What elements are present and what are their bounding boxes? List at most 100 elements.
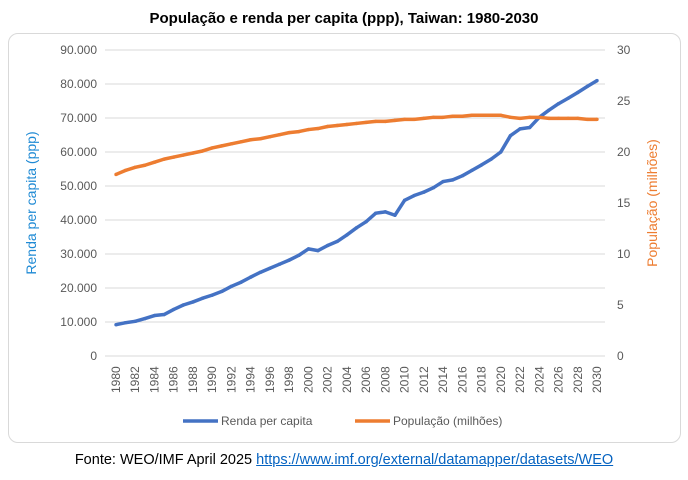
- chart-title: População e renda per capita (ppp), Taiw…: [149, 10, 539, 27]
- data-point: [239, 140, 243, 144]
- x-tick: 2028: [571, 366, 585, 393]
- data-point: [576, 116, 580, 121]
- x-tick: 2018: [475, 366, 489, 393]
- y-tick-left: 0: [90, 349, 97, 363]
- y-tick-left: 80.000: [60, 77, 97, 91]
- x-tick: 1982: [128, 366, 142, 393]
- data-point: [470, 168, 474, 173]
- x-tick: 1990: [205, 366, 219, 393]
- data-point: [374, 119, 378, 124]
- data-point: [441, 179, 445, 184]
- y-tick-right: 0: [617, 349, 624, 363]
- x-tick: 2008: [378, 366, 392, 393]
- data-point: [316, 248, 320, 253]
- data-point: [123, 320, 128, 325]
- y-tick-right: 10: [617, 247, 631, 261]
- data-point: [220, 144, 224, 148]
- source-note: Fonte: WEO/IMF April 2025 https://www.im…: [0, 452, 688, 468]
- x-tick: 2002: [321, 366, 335, 393]
- y-tick-left: 10.000: [60, 315, 97, 329]
- data-point: [200, 296, 205, 300]
- data-point: [345, 122, 349, 127]
- data-point: [499, 150, 503, 154]
- x-tick: 2012: [417, 366, 431, 393]
- x-tick: 2016: [455, 366, 469, 393]
- x-tick: 2030: [590, 366, 604, 393]
- data-point: [508, 115, 513, 120]
- data-point: [364, 220, 368, 224]
- legend-label: População (milhões): [393, 414, 502, 428]
- data-point: [345, 233, 349, 237]
- legend-label: Renda per capita: [221, 414, 313, 428]
- data-point: [114, 172, 118, 177]
- data-point: [210, 293, 214, 297]
- data-point: [364, 120, 368, 125]
- data-point: [325, 243, 330, 248]
- data-point: [527, 115, 532, 120]
- data-point: [595, 117, 599, 122]
- data-point: [556, 102, 561, 106]
- data-point: [547, 108, 551, 112]
- data-point: [556, 116, 561, 121]
- data-point: [354, 121, 359, 126]
- data-point: [499, 113, 503, 117]
- y-tick-left: 60.000: [60, 145, 97, 159]
- data-point: [470, 113, 474, 117]
- source-link[interactable]: https://www.imf.org/external/datamapper/…: [256, 452, 614, 468]
- data-point: [479, 163, 484, 167]
- data-point: [191, 300, 195, 304]
- data-point: [306, 127, 311, 132]
- data-point: [277, 132, 282, 137]
- data-point: [229, 142, 234, 146]
- x-tick: 2026: [552, 366, 566, 393]
- data-point: [287, 258, 291, 262]
- x-tick: 1986: [167, 366, 181, 393]
- y-tick-left: 20.000: [60, 281, 97, 295]
- x-tick: 2024: [532, 366, 546, 393]
- y-tick-right: 25: [617, 94, 631, 108]
- x-tick: 2010: [398, 366, 412, 393]
- x-tick: 1992: [224, 366, 238, 393]
- data-point: [547, 116, 551, 121]
- data-point: [508, 133, 513, 138]
- data-point: [393, 118, 397, 123]
- x-tick: 1994: [244, 366, 258, 393]
- x-tick: 2014: [436, 366, 450, 393]
- data-point: [412, 117, 416, 122]
- y-tick-left: 90.000: [60, 43, 97, 57]
- y-tick-right: 20: [617, 145, 631, 159]
- x-tick: 1998: [282, 366, 296, 393]
- x-tick: 2000: [301, 366, 315, 393]
- data-point: [422, 116, 426, 121]
- data-point: [383, 119, 388, 124]
- x-tick: 1980: [109, 366, 123, 393]
- data-point: [258, 137, 262, 141]
- data-point: [518, 116, 522, 121]
- data-point: [354, 226, 359, 230]
- data-point: [143, 163, 147, 167]
- y-tick-right: 30: [617, 43, 631, 57]
- data-point: [335, 123, 339, 128]
- data-point: [460, 174, 465, 178]
- y-axis-label-right: População (milhões): [644, 139, 660, 267]
- data-point: [268, 135, 272, 139]
- data-point: [585, 117, 590, 122]
- x-tick: 2022: [513, 366, 527, 393]
- data-point: [297, 129, 301, 134]
- data-point: [585, 84, 590, 89]
- data-point: [451, 178, 455, 182]
- data-point: [518, 127, 522, 131]
- data-point: [489, 157, 493, 161]
- data-point: [114, 323, 118, 327]
- data-point: [172, 155, 176, 159]
- data-point: [402, 198, 407, 202]
- data-point: [566, 116, 570, 121]
- y-tick-left: 40.000: [60, 213, 97, 227]
- data-point: [133, 319, 137, 324]
- data-point: [527, 125, 532, 130]
- x-tick: 1988: [186, 366, 200, 393]
- data-point: [143, 316, 147, 321]
- data-point: [172, 307, 176, 312]
- data-point: [297, 253, 301, 258]
